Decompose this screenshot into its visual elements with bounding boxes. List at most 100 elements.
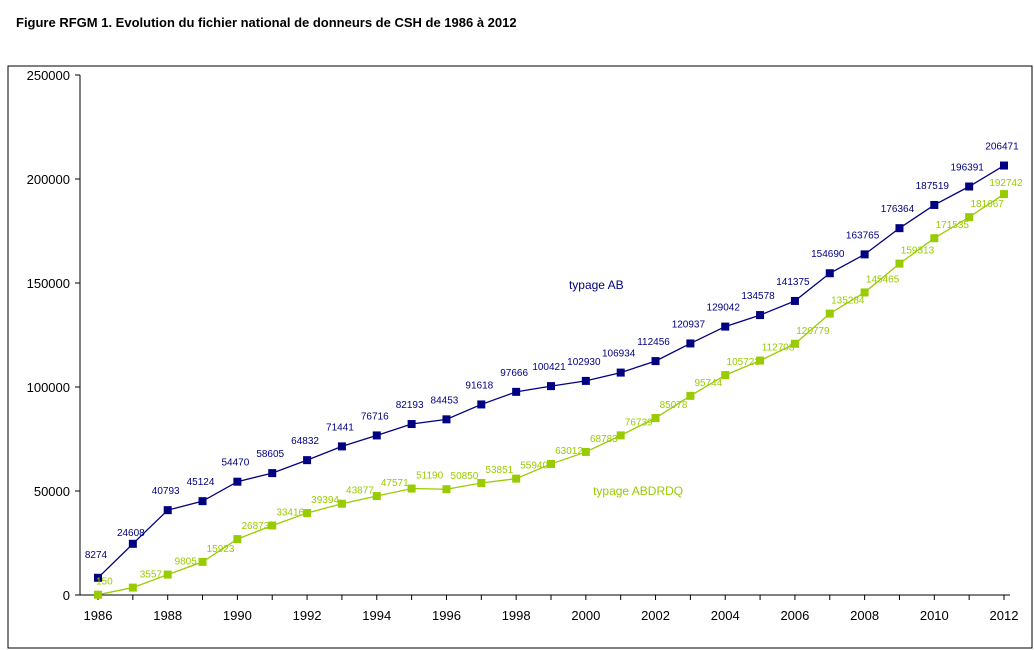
data-point	[233, 535, 242, 544]
data-point	[686, 391, 695, 400]
data-point	[930, 200, 939, 209]
data-point	[198, 557, 207, 566]
data-label: 45124	[187, 477, 215, 488]
data-label: 43877	[346, 486, 374, 497]
data-label: 106934	[602, 349, 636, 360]
data-label: 24608	[117, 528, 145, 539]
data-point	[407, 420, 416, 429]
x-tick-label: 2012	[990, 608, 1019, 623]
data-label: 112456	[637, 337, 670, 348]
data-label: 176364	[881, 204, 915, 215]
data-label: 134578	[741, 291, 775, 302]
data-label: 54470	[221, 458, 249, 469]
data-point	[442, 415, 451, 424]
data-label: 71441	[326, 422, 354, 433]
x-tick-label: 1998	[502, 608, 531, 623]
x-tick-label: 2002	[641, 608, 670, 623]
data-point	[547, 459, 555, 468]
data-point	[303, 456, 312, 465]
data-point	[477, 478, 486, 487]
x-tick-label: 1996	[432, 608, 461, 623]
data-label: 120937	[672, 319, 706, 330]
data-label: 154690	[811, 249, 845, 260]
data-label: 55940	[520, 461, 548, 472]
data-point	[233, 477, 242, 486]
data-label: 3557	[140, 570, 163, 581]
data-point	[790, 339, 799, 348]
data-label: 8274	[85, 550, 108, 561]
data-label: 150	[96, 577, 113, 588]
data-label: 196391	[950, 163, 984, 174]
data-label: 141375	[776, 277, 810, 288]
data-point	[965, 182, 974, 191]
data-point	[547, 382, 555, 391]
data-point	[303, 509, 312, 518]
series-label-ab: typage AB	[569, 278, 624, 292]
y-tick-label: 100000	[27, 380, 70, 395]
data-label: 181667	[970, 199, 1004, 210]
data-point	[965, 213, 974, 222]
data-point	[616, 368, 625, 377]
x-tick-label: 1992	[293, 608, 322, 623]
series-layer	[94, 161, 1008, 599]
data-label: 15923	[207, 544, 235, 555]
data-point	[756, 356, 765, 365]
data-label: 102930	[567, 357, 601, 368]
data-label: 47571	[381, 478, 409, 489]
data-point	[407, 484, 416, 493]
data-point	[512, 387, 521, 396]
data-label: 171535	[936, 220, 970, 231]
data-point	[581, 376, 590, 385]
y-tick-label: 200000	[27, 172, 70, 187]
data-label: 51190	[416, 471, 444, 482]
data-point	[372, 492, 381, 501]
data-point	[686, 339, 695, 348]
data-point	[512, 474, 521, 483]
data-point	[94, 573, 102, 582]
data-labels: 8274 24608 40793 45124 54470 58605 64832 71441 7…	[85, 142, 1023, 588]
data-label: 192742	[989, 178, 1023, 189]
y-tick-label: 250000	[27, 68, 70, 83]
data-label: 91618	[465, 380, 493, 391]
data-point	[860, 250, 869, 259]
data-point	[790, 296, 799, 305]
data-point	[616, 431, 625, 440]
data-label: 159313	[901, 246, 935, 257]
axes: 0 50000 100000 150000 200000 250000 1986 1988 19…	[27, 68, 1019, 623]
data-point	[651, 357, 660, 366]
data-label: 187519	[916, 181, 950, 192]
y-tick-label: 0	[63, 588, 70, 603]
x-tick-label: 2010	[920, 608, 949, 623]
data-point	[721, 371, 730, 380]
data-label: 105723	[727, 357, 761, 368]
data-point	[163, 570, 172, 579]
data-label: 64832	[291, 436, 319, 447]
data-label: 85078	[660, 400, 688, 411]
data-point	[581, 447, 590, 456]
data-point	[198, 497, 207, 506]
data-point	[268, 469, 277, 478]
data-label: 82193	[396, 400, 424, 411]
data-label: 76739	[625, 417, 653, 428]
y-tick-label: 150000	[27, 276, 70, 291]
data-label: 145465	[866, 274, 900, 285]
data-point	[442, 485, 451, 494]
x-tick-label: 1990	[223, 608, 252, 623]
data-point	[94, 590, 102, 599]
x-tick-label: 1994	[362, 608, 391, 623]
data-point	[1000, 161, 1008, 170]
data-point	[825, 309, 834, 318]
data-label: 120779	[796, 326, 830, 337]
data-label: 163765	[846, 230, 880, 241]
x-tick-label: 2008	[850, 608, 879, 623]
data-point	[477, 400, 486, 409]
data-label: 53851	[485, 465, 513, 476]
data-point	[128, 583, 137, 592]
data-point	[1000, 190, 1008, 199]
data-point	[895, 259, 904, 268]
data-point	[651, 414, 660, 423]
data-label: 26873	[241, 521, 269, 532]
series-label-abdrdq: typage ABDRDQ	[593, 484, 683, 498]
data-point	[337, 442, 346, 451]
